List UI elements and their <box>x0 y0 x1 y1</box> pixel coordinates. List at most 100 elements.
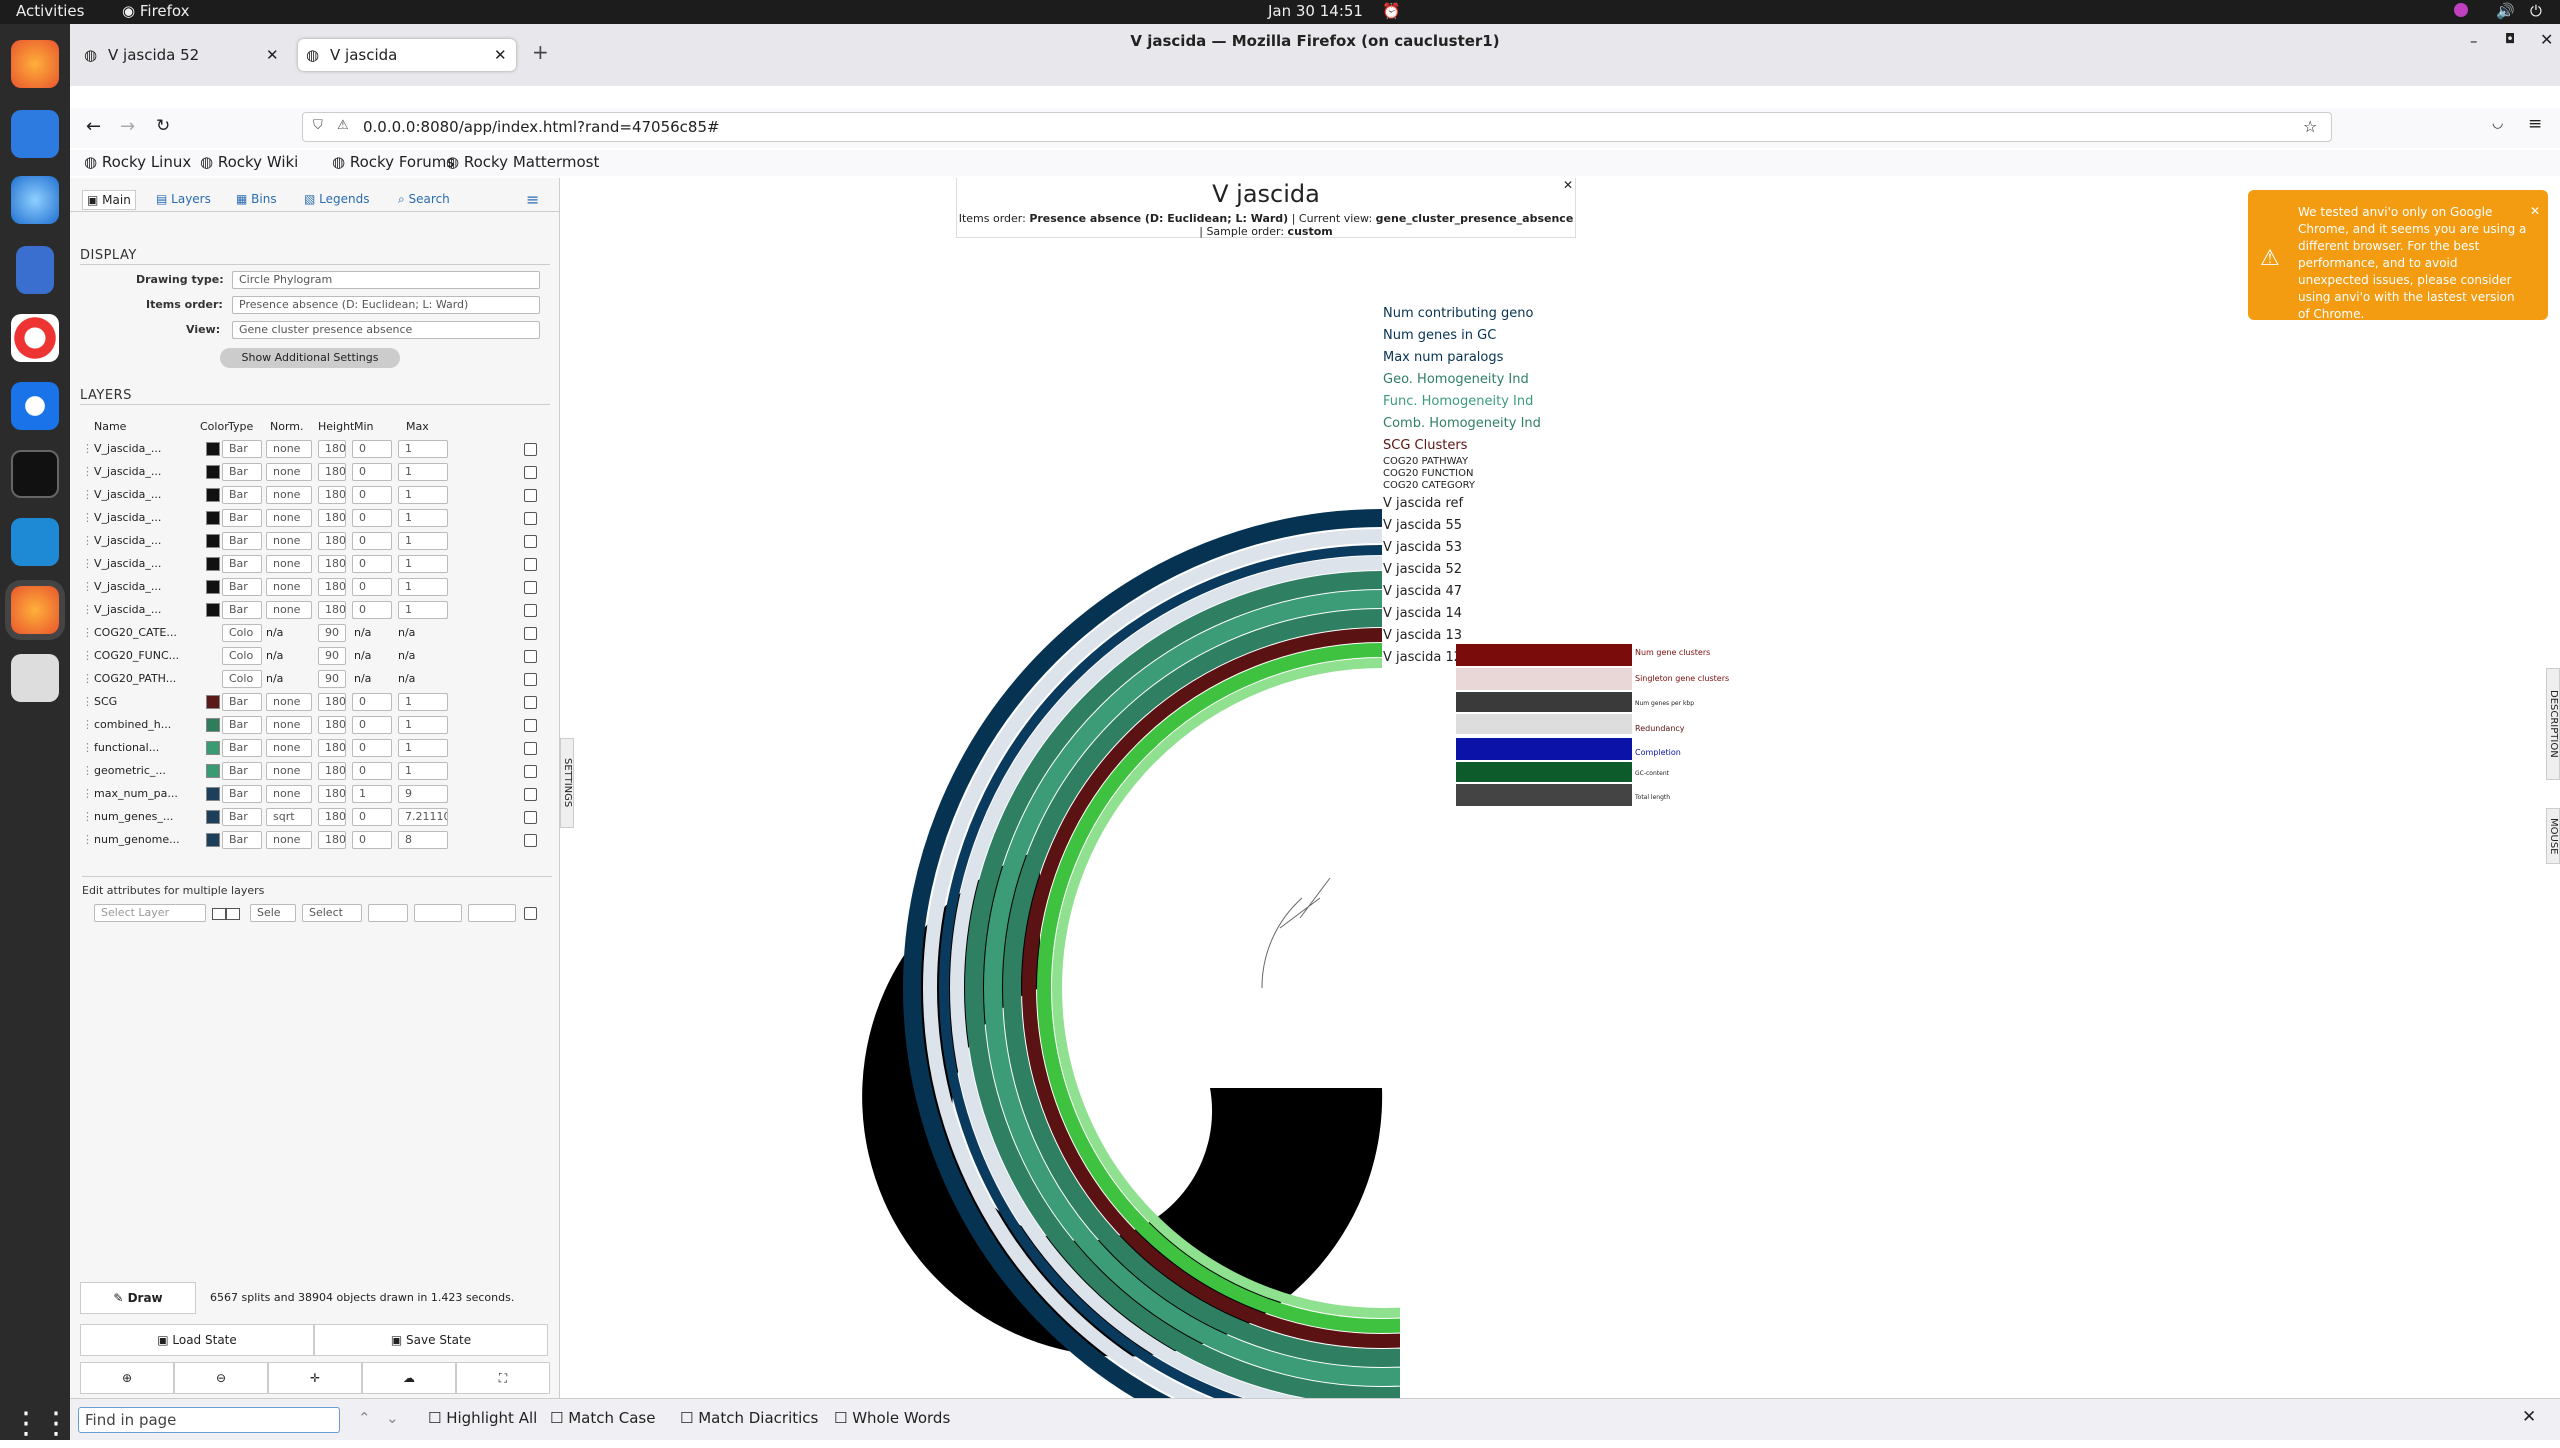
layer-type-select[interactable]: Bar <box>222 578 262 596</box>
layer-height-input[interactable]: 180 <box>318 463 346 481</box>
layer-checkbox[interactable] <box>524 811 537 824</box>
layer-max-input[interactable]: 1 <box>398 509 448 527</box>
layer-norm-select[interactable]: none <box>266 509 312 527</box>
layer-height-input[interactable]: 180 <box>318 716 346 734</box>
layer-type-select[interactable]: Bar <box>222 739 262 757</box>
layer-row[interactable]: ⋮ V_jascida_... Bar none 180 0 1 <box>82 553 552 575</box>
show-additional-settings-button[interactable]: Show Additional Settings <box>220 348 400 368</box>
layer-checkbox[interactable] <box>524 719 537 732</box>
layer-height-input[interactable]: 180 <box>318 555 346 573</box>
drag-handle-icon[interactable]: ⋮ <box>82 534 93 547</box>
bookmark-star-icon[interactable]: ☆ <box>2303 117 2318 136</box>
firefox-app-menu[interactable]: ◉ Firefox <box>122 2 190 20</box>
layer-norm-select[interactable]: none <box>266 532 312 550</box>
tab-close-icon[interactable]: ✕ <box>494 46 507 64</box>
draw-button[interactable]: ✎ Draw <box>80 1282 196 1314</box>
multi-norm-select[interactable]: Select <box>302 904 362 922</box>
layer-min-input[interactable]: 0 <box>352 693 392 711</box>
layer-row[interactable]: ⋮ COG20_CATE... Colo n/a 90 n/a n/a <box>82 622 552 644</box>
layer-row[interactable]: ⋮ SCG Bar none 180 0 1 <box>82 691 552 713</box>
drag-handle-icon[interactable]: ⋮ <box>82 580 93 593</box>
layer-norm-select[interactable]: none <box>266 463 312 481</box>
layer-color-swatch[interactable] <box>206 511 220 525</box>
layer-type-select[interactable]: Bar <box>222 555 262 573</box>
files-icon[interactable] <box>16 246 54 294</box>
layer-max-input[interactable]: 1 <box>398 601 448 619</box>
center-button[interactable]: ✛ <box>268 1362 362 1394</box>
drag-handle-icon[interactable]: ⋮ <box>82 764 93 777</box>
layer-min-input[interactable]: 0 <box>352 808 392 826</box>
firefox-launcher-icon[interactable] <box>11 40 59 88</box>
layer-color-swatch[interactable] <box>206 741 220 755</box>
zoom-in-button[interactable]: ⊕ <box>80 1362 174 1394</box>
whole-words-toggle[interactable]: ☐ Whole Words <box>834 1409 951 1427</box>
layer-height-input[interactable]: 90 <box>318 624 346 642</box>
volume-icon[interactable]: 🔊 <box>2496 2 2515 20</box>
layer-max-input[interactable]: 1 <box>398 463 448 481</box>
layer-color-swatch[interactable] <box>206 580 220 594</box>
drag-handle-icon[interactable]: ⋮ <box>82 833 93 846</box>
layer-type-select[interactable]: Bar <box>222 831 262 849</box>
layer-color-swatch[interactable] <box>206 488 220 502</box>
layer-type-select[interactable]: Bar <box>222 486 262 504</box>
drag-handle-icon[interactable]: ⋮ <box>82 511 93 524</box>
find-previous-button[interactable]: ⌃ <box>358 1409 371 1427</box>
drag-handle-icon[interactable]: ⋮ <box>82 695 93 708</box>
layer-min-input[interactable]: 0 <box>352 739 392 757</box>
layer-type-select[interactable]: Bar <box>222 785 262 803</box>
layer-type-select[interactable]: Bar <box>222 463 262 481</box>
layer-max-input[interactable]: 1 <box>398 716 448 734</box>
description-tab[interactable]: DESCRIPTION <box>2546 668 2560 780</box>
layer-min-input[interactable]: 0 <box>352 831 392 849</box>
layer-checkbox[interactable] <box>524 443 537 456</box>
layer-min-input[interactable]: 0 <box>352 555 392 573</box>
layer-height-input[interactable]: 180 <box>318 486 346 504</box>
new-tab-button[interactable]: + <box>532 40 549 64</box>
layer-row[interactable]: ⋮ geometric_... Bar none 180 0 1 <box>82 760 552 782</box>
power-icon[interactable]: ⏻ <box>2530 2 2542 20</box>
layer-norm-select[interactable]: none <box>266 762 312 780</box>
layer-row[interactable]: ⋮ COG20_FUNC... Colo n/a 90 n/a n/a <box>82 645 552 667</box>
layer-type-select[interactable]: Bar <box>222 440 262 458</box>
minimize-button[interactable]: – <box>2470 32 2478 50</box>
layer-min-input[interactable]: 0 <box>352 486 392 504</box>
layer-max-input[interactable]: 1 <box>398 693 448 711</box>
pocket-icon[interactable]: ◡ <box>2492 116 2504 131</box>
writer-icon[interactable] <box>11 110 59 158</box>
help-icon[interactable] <box>11 314 59 362</box>
layer-row[interactable]: ⋮ V_jascida_... Bar none 180 0 1 <box>82 484 552 506</box>
drag-handle-icon[interactable]: ⋮ <box>82 810 93 823</box>
layer-norm-select[interactable]: none <box>266 785 312 803</box>
clock[interactable]: Jan 30 14:51 <box>1268 2 1363 20</box>
layer-norm-select[interactable]: none <box>266 716 312 734</box>
tab-v-jascida[interactable]: ◍ V jascida ✕ <box>298 39 516 71</box>
layer-height-input[interactable]: 90 <box>318 670 346 688</box>
drawing-type-select[interactable]: Circle Phylogram <box>232 271 540 289</box>
find-input[interactable]: Find in page <box>78 1407 340 1433</box>
layer-row[interactable]: ⋮ V_jascida_... Bar none 180 0 1 <box>82 599 552 621</box>
items-order-select[interactable]: Presence absence (D: Euclidean; L: Ward) <box>232 296 540 314</box>
fullscreen-button[interactable]: ⛶ <box>456 1362 550 1394</box>
layer-height-input[interactable]: 180 <box>318 578 346 596</box>
layer-color-swatch[interactable] <box>206 465 220 479</box>
layer-row[interactable]: ⋮ V_jascida_... Bar none 180 0 1 <box>82 461 552 483</box>
layer-max-input[interactable]: 1 <box>398 762 448 780</box>
layer-max-input[interactable]: 9 <box>398 785 448 803</box>
save-state-button[interactable]: ▣ Save State <box>314 1324 548 1356</box>
layer-color-swatch[interactable] <box>206 695 220 709</box>
match-case-toggle[interactable]: ☐ Match Case <box>550 1409 656 1427</box>
drag-handle-icon[interactable]: ⋮ <box>82 741 93 754</box>
chrome-icon[interactable] <box>11 382 59 430</box>
highlight-all-toggle[interactable]: ☐ Highlight All <box>428 1409 538 1427</box>
layer-row[interactable]: ⋮ V_jascida_... Bar none 180 0 1 <box>82 530 552 552</box>
layer-color-swatch[interactable] <box>206 718 220 732</box>
layer-type-select[interactable]: Colo <box>222 624 262 642</box>
layer-checkbox[interactable] <box>524 489 537 502</box>
layer-checkbox[interactable] <box>524 765 537 778</box>
multi-color-swatch[interactable] <box>226 908 240 920</box>
select-layer-input[interactable]: Select Layer <box>94 904 206 922</box>
layer-checkbox[interactable] <box>524 604 537 617</box>
layer-row[interactable]: ⋮ num_genome... Bar none 180 0 8 <box>82 829 552 851</box>
drag-handle-icon[interactable]: ⋮ <box>82 672 93 685</box>
layer-height-input[interactable]: 180 <box>318 831 346 849</box>
